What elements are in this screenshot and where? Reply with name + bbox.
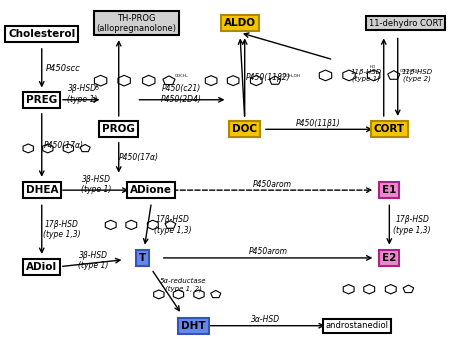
Text: DOC: DOC: [232, 124, 257, 134]
Text: HO: HO: [369, 65, 375, 68]
Text: androstanediol: androstanediol: [325, 321, 388, 330]
Text: 3β-HSD
(type 1): 3β-HSD (type 1): [67, 84, 98, 104]
Text: P450(c21)
P450(2D4): P450(c21) P450(2D4): [161, 84, 202, 104]
Text: 3α-HSD: 3α-HSD: [251, 315, 280, 324]
Text: COCH₂OH: COCH₂OH: [400, 69, 420, 73]
Text: E2: E2: [382, 253, 397, 263]
Text: DHT: DHT: [181, 321, 206, 331]
Text: PROG: PROG: [102, 124, 135, 134]
Text: ADione: ADione: [130, 185, 173, 195]
Text: P450arom: P450arom: [248, 247, 288, 256]
Text: E1: E1: [382, 185, 397, 195]
Text: DHEA: DHEA: [26, 185, 58, 195]
Text: 11β-HSD
(type 2): 11β-HSD (type 2): [402, 69, 433, 82]
Text: O: O: [95, 86, 99, 91]
Text: ADiol: ADiol: [26, 262, 57, 272]
Text: ALDO: ALDO: [224, 18, 256, 28]
Text: 5α-reductase
(type 1, 2): 5α-reductase (type 1, 2): [160, 278, 206, 292]
Text: 17β-HSD
(type 1,3): 17β-HSD (type 1,3): [393, 215, 431, 235]
Text: PREG: PREG: [26, 95, 57, 105]
Text: P450scc: P450scc: [46, 64, 80, 73]
Text: P450arom: P450arom: [253, 180, 292, 189]
Text: T: T: [138, 253, 146, 263]
Text: 17β-HSD
(type 1,3): 17β-HSD (type 1,3): [43, 220, 81, 239]
Text: CORT: CORT: [374, 124, 405, 134]
Text: 17β-HSD
(type 1,3): 17β-HSD (type 1,3): [154, 215, 191, 235]
Text: P450(11β1): P450(11β1): [296, 119, 341, 127]
Text: 11β-HSD
(type 1): 11β-HSD (type 1): [350, 69, 382, 82]
Text: 11-dehydro CORT: 11-dehydro CORT: [369, 19, 443, 28]
Text: COCH₂OH: COCH₂OH: [281, 74, 301, 78]
Text: COCH₃: COCH₃: [175, 74, 189, 78]
Text: P450(17α): P450(17α): [119, 153, 159, 162]
Text: P450(11β2): P450(11β2): [246, 73, 291, 82]
Text: 3β-HSD
(type 1): 3β-HSD (type 1): [78, 251, 109, 270]
Text: 3β-HSD
(type 1): 3β-HSD (type 1): [81, 174, 111, 194]
Text: Cholesterol: Cholesterol: [8, 29, 75, 39]
Text: TH-PROG
(allopregnanolone): TH-PROG (allopregnanolone): [97, 14, 176, 33]
Text: P450(17α): P450(17α): [44, 141, 84, 150]
